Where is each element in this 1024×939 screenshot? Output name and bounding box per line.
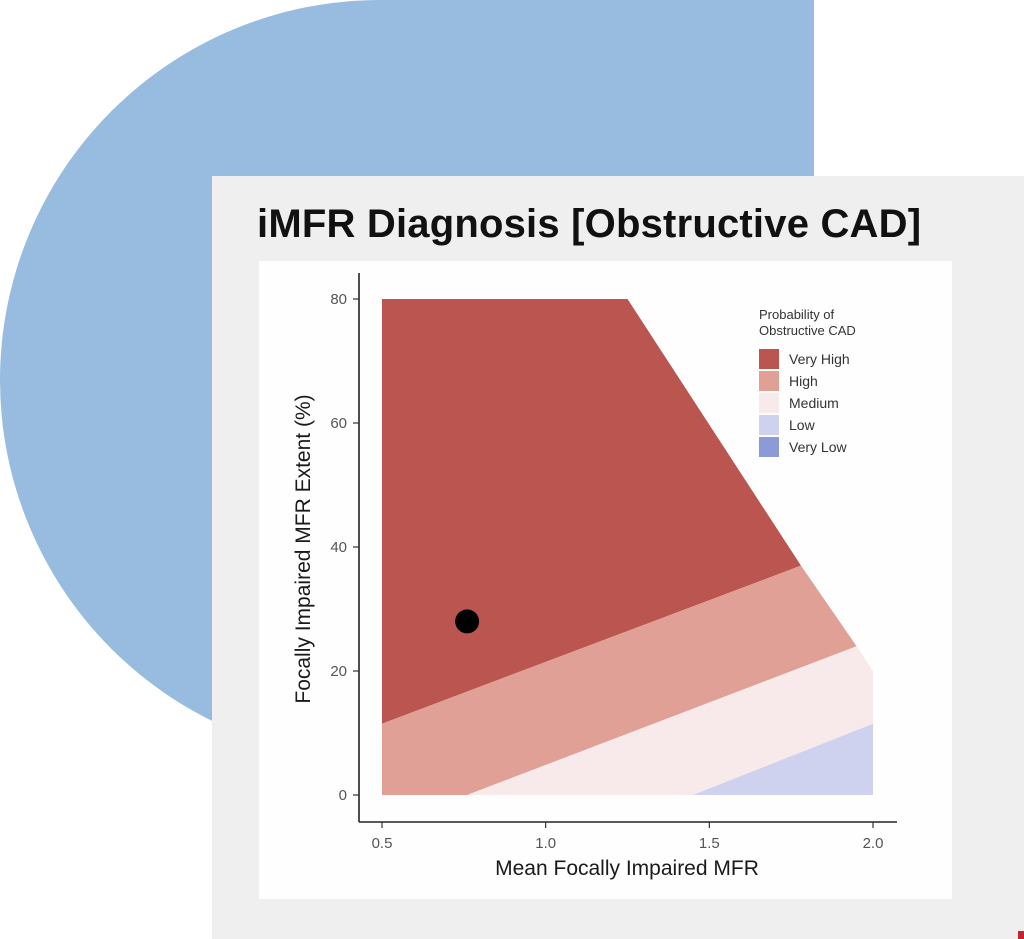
- y-axis-ticks: 0 20 40 60 80: [330, 291, 359, 804]
- chart-card: iMFR Diagnosis [Obstructive CAD] 0.5 1.0 1…: [212, 176, 1024, 939]
- legend-swatch-low: [759, 415, 779, 435]
- region-high: [382, 565, 857, 795]
- corner-mark: [1018, 931, 1024, 939]
- legend-label-very-high: Very High: [789, 351, 850, 367]
- legend-label-very-low: Very Low: [789, 439, 847, 455]
- legend-title: Probability of Obstructive CAD: [759, 307, 856, 338]
- region-very-high: [382, 299, 801, 724]
- plot-panel: 0.5 1.0 1.5 2.0 0 20 40 60 80 Mean Focally Impa…: [259, 261, 952, 899]
- probability-regions: [382, 299, 873, 795]
- chart-title: iMFR Diagnosis [Obstructive CAD]: [257, 202, 922, 246]
- data-point-1: [455, 609, 480, 634]
- legend: Probability of Obstructive CAD Very High Hi…: [759, 307, 856, 457]
- y-tick-label: 80: [330, 291, 347, 308]
- x-axis-ticks: 0.5 1.0 1.5 2.0: [372, 822, 884, 852]
- x-tick-label: 0.5: [372, 835, 393, 852]
- y-tick-label: 20: [330, 663, 347, 680]
- x-tick-label: 1.5: [699, 835, 720, 852]
- legend-label-high: High: [789, 373, 818, 389]
- y-tick-label: 60: [330, 415, 347, 432]
- legend-swatch-very-high: [759, 349, 779, 369]
- legend-swatch-medium: [759, 393, 779, 413]
- legend-swatch-high: [759, 371, 779, 391]
- legend-label-medium: Medium: [789, 395, 839, 411]
- legend-label-low: Low: [789, 417, 816, 433]
- x-tick-label: 1.0: [535, 835, 556, 852]
- x-axis-label: Mean Focally Impaired MFR: [495, 857, 759, 880]
- y-axis-label: Focally Impaired MFR Extent (%): [292, 394, 315, 703]
- y-tick-label: 40: [330, 539, 347, 556]
- legend-swatch-very-low: [759, 437, 779, 457]
- chart-svg: 0.5 1.0 1.5 2.0 0 20 40 60 80 Mean Focally Impa…: [292, 273, 897, 880]
- data-points: [455, 609, 480, 634]
- x-tick-label: 2.0: [863, 835, 884, 852]
- region-medium: [467, 646, 873, 795]
- y-tick-label: 0: [339, 787, 347, 804]
